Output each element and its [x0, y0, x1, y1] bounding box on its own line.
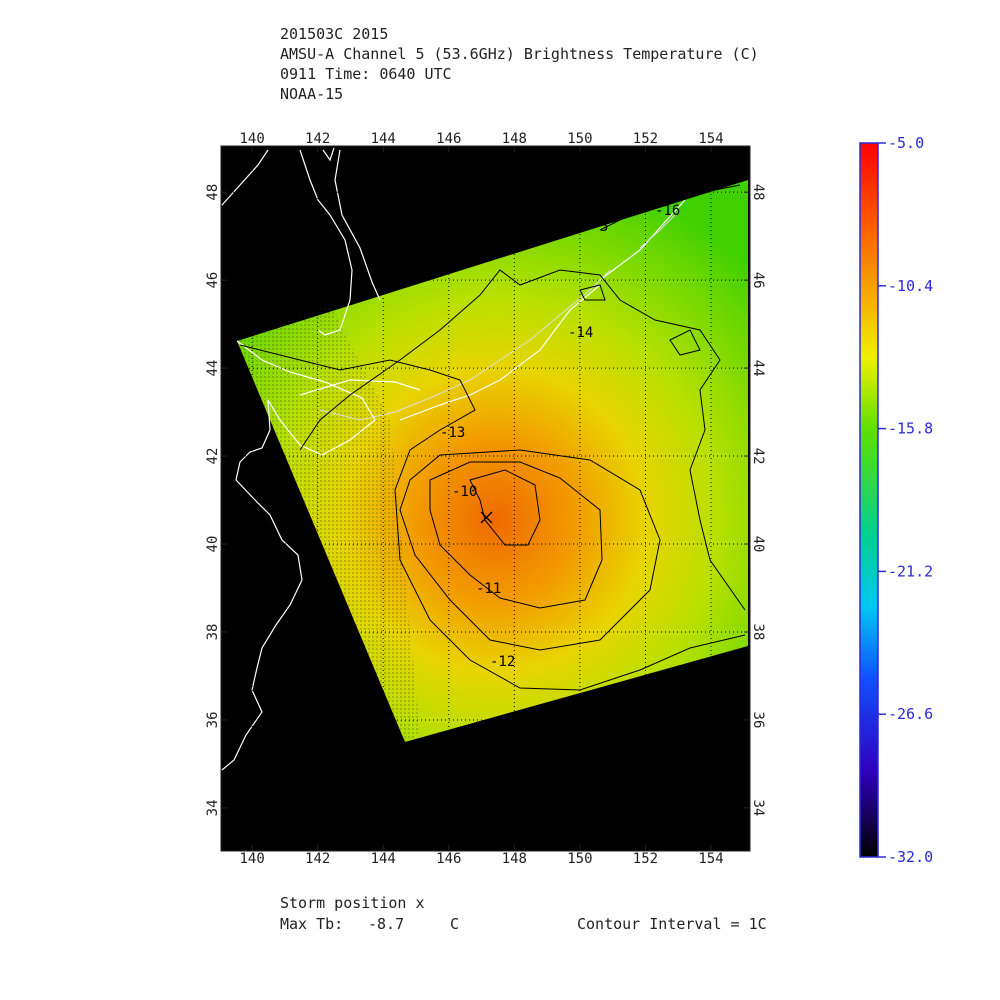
x-tick-label: 152: [633, 851, 658, 867]
y-tick-label: 44: [205, 360, 221, 377]
x-tick-label: 140: [239, 851, 264, 867]
colorbar-gradient: [859, 142, 879, 858]
y-tick-label: 38: [750, 624, 766, 641]
contour-label: 5: [600, 219, 608, 235]
footer-max-unit: C: [450, 915, 459, 933]
x-tick-label: 148: [502, 851, 527, 867]
y-tick-label: 42: [750, 448, 766, 465]
x-tick-label: 142: [305, 131, 330, 147]
footer-max-value: -8.7: [368, 915, 404, 933]
x-tick-label: 152: [633, 131, 658, 147]
coastlines: [221, 147, 686, 771]
contour-label: -10: [452, 484, 477, 500]
x-tick-label: 150: [567, 131, 592, 147]
y-tick-label: 36: [205, 712, 221, 729]
y-tick-label: 40: [750, 536, 766, 553]
colorbar-tick-label: -5.0: [888, 134, 924, 152]
contour-labels: -16 5 -14 -13 -10 -11 -12: [440, 203, 680, 670]
y-tick-label: 42: [205, 448, 221, 465]
y-tick-label: 36: [750, 712, 766, 729]
colorbar-tick-label: -32.0: [888, 848, 933, 866]
y-tick-label: 48: [750, 184, 766, 201]
contour-label: -12: [490, 654, 515, 670]
colorbar-tick-label: -21.2: [888, 562, 933, 580]
colorbar: -5.0 -10.4 -15.8 -21.2 -26.6 -32.0: [859, 134, 933, 866]
y-tick-label: 38: [205, 624, 221, 641]
y-tick-label: 44: [750, 360, 766, 377]
x-tick-label: 144: [371, 851, 396, 867]
swath-edge-shading: [237, 305, 420, 742]
x-tick-label: 146: [436, 131, 461, 147]
contours: [239, 184, 746, 691]
x-tick-label: 154: [698, 131, 723, 147]
contour-label: -16: [655, 203, 680, 219]
y-tick-label: 34: [750, 799, 766, 816]
colorbar-tick-label: -10.4: [888, 277, 933, 295]
grid: 140 140 142 142 144 144 146 146 148 148 150 150 152 1…: [205, 131, 766, 867]
colorbar-tick-label: -15.8: [888, 420, 933, 438]
header: 201503C 2015 AMSU-A Channel 5 (53.6GHz) B…: [280, 25, 759, 103]
footer-max-label: Max Tb:: [280, 915, 343, 933]
colorbar-tick-label: -26.6: [888, 705, 933, 723]
header-line: AMSU-A Channel 5 (53.6GHz) Brightness Te…: [280, 45, 759, 63]
y-tick-label: 40: [205, 536, 221, 553]
x-tick-label: 142: [305, 851, 330, 867]
island-outlines: [319, 214, 676, 421]
storm-marker: [480, 511, 493, 524]
x-tick-label: 144: [371, 131, 396, 147]
map-frame: [220, 145, 751, 852]
x-tick-label: 148: [502, 131, 527, 147]
header-line: 0911 Time: 0640 UTC: [280, 65, 452, 83]
footer-storm: Storm position x: [280, 894, 425, 912]
y-tick-label: 46: [205, 272, 221, 289]
x-tick-label: 154: [698, 851, 723, 867]
y-tick-label: 48: [205, 184, 221, 201]
y-tick-label: 34: [205, 799, 221, 816]
x-tick-label: 150: [567, 851, 592, 867]
contour-label: -14: [568, 325, 593, 341]
header-line: NOAA-15: [280, 85, 343, 103]
footer: Storm position x Max Tb: -8.7 C Contour …: [280, 894, 767, 933]
header-line: 201503C 2015: [280, 25, 388, 43]
x-tick-label: 140: [239, 131, 264, 147]
storm-x: [480, 511, 493, 524]
footer-interval: Contour Interval = 1C: [577, 915, 767, 933]
y-tick-label: 46: [750, 272, 766, 289]
contour-label: -13: [440, 425, 465, 441]
contour-label: -11: [476, 581, 501, 597]
x-tick-label: 146: [436, 851, 461, 867]
